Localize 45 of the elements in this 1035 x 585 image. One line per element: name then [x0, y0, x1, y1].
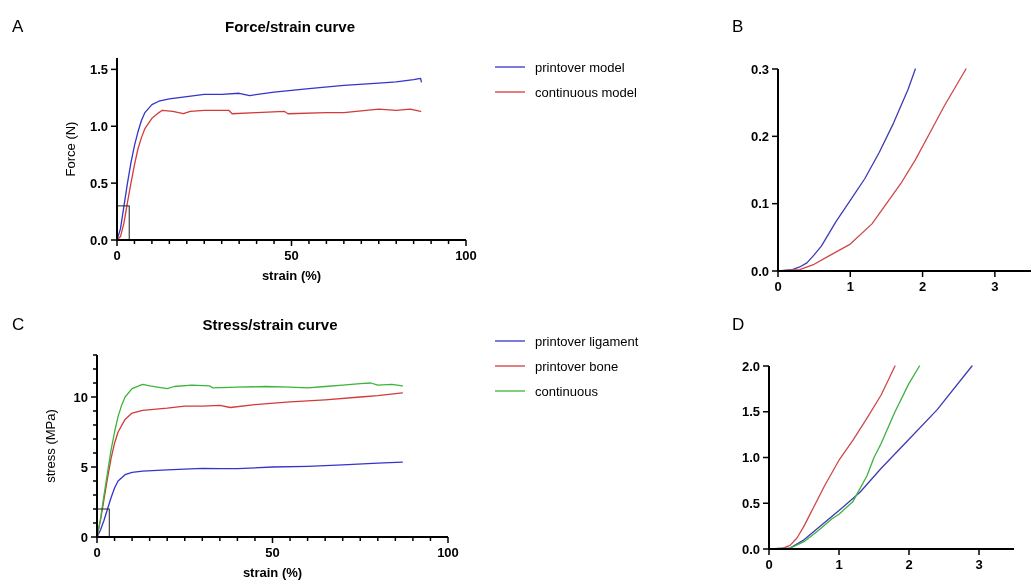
legend-label: continuous [535, 383, 599, 399]
legend-label: printover bone [535, 358, 619, 374]
y-tick-label: 1.5 [89, 61, 108, 77]
x-tick-label: 1 [846, 279, 854, 294]
line-series [96, 461, 404, 538]
x-tick-label: 100 [437, 545, 459, 560]
y-tick-label: 1.0 [741, 450, 760, 465]
y-axis-title: Force (N) [63, 121, 78, 177]
y-tick-label: 1.0 [89, 118, 108, 134]
text: A [12, 17, 24, 36]
x-tick-label: 0 [113, 248, 121, 263]
x-tick-label: 3 [975, 557, 983, 572]
y-tick-label: 0.0 [741, 541, 760, 557]
x-tick-label: 100 [455, 248, 477, 263]
chart-title: Stress/strain curve [202, 316, 338, 333]
y-tick-label: 0.0 [750, 263, 769, 279]
legend-label: printover model [535, 59, 625, 75]
x-tick-label: 50 [265, 545, 280, 560]
text: C [12, 315, 25, 334]
y-tick-label: 0.5 [741, 495, 760, 511]
y-tick-label: 10 [73, 389, 88, 405]
text: B [732, 17, 744, 36]
y-tick-label: 1.5 [741, 404, 760, 420]
x-tick-label: 0 [774, 279, 782, 294]
y-tick-label: 0.1 [750, 196, 769, 212]
chart-title: Force/strain curve [224, 18, 356, 35]
text: D [732, 315, 745, 334]
legend-label: continuous model [535, 84, 638, 100]
y-tick-label: 0.3 [750, 61, 769, 77]
y-tick-label: 0 [80, 529, 88, 545]
x-tick-label: 2 [905, 557, 913, 572]
y-tick-label: 0.5 [89, 175, 108, 191]
y-tick-label: 0.2 [750, 128, 769, 144]
x-tick-label: 50 [284, 248, 299, 263]
y-tick-label: 0.0 [89, 232, 108, 248]
x-tick-label: 1 [835, 557, 843, 572]
y-axis-title: stress (MPa) [43, 409, 58, 483]
y-tick-label: 5 [80, 459, 88, 475]
x-axis-title: strain (%) [261, 268, 322, 283]
x-tick-label: 3 [991, 279, 999, 294]
y-tick-label: 2.0 [741, 358, 760, 374]
x-axis-title: strain (%) [242, 565, 303, 580]
legend-label: printover ligament [535, 333, 639, 349]
line-series [116, 108, 422, 241]
x-tick-label: 2 [918, 279, 927, 294]
